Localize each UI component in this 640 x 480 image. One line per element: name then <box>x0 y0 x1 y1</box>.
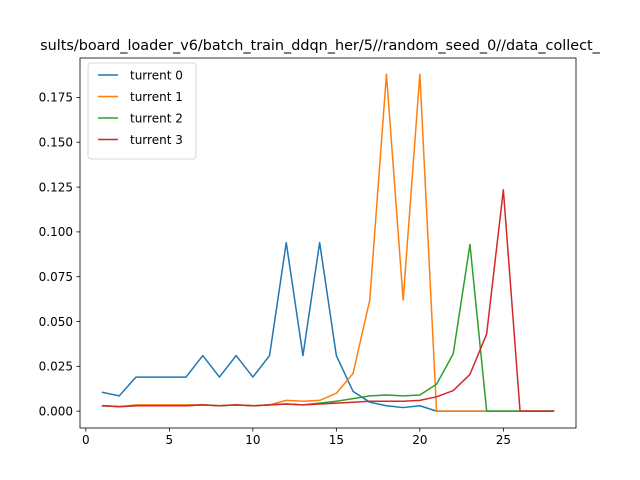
x-tick-label: 15 <box>329 433 344 447</box>
y-tick-label: 0.125 <box>39 180 73 194</box>
y-tick-label: 0.175 <box>39 91 73 105</box>
legend-label-2: turrent 2 <box>130 111 183 125</box>
x-tick-label: 10 <box>245 433 260 447</box>
x-tick-label: 0 <box>82 433 90 447</box>
legend-label-1: turrent 1 <box>130 90 183 104</box>
legend-box <box>87 62 197 160</box>
y-tick-label: 0.025 <box>39 360 73 374</box>
legend-label-0: turrent 0 <box>130 68 183 82</box>
y-axis: 0.000 0.025 0.050 0.075 0.100 0.125 0.150 0.175 <box>39 91 80 418</box>
plot-frame <box>79 57 577 429</box>
legend-label-3: turrent 3 <box>130 133 183 147</box>
y-tick-label: 0.100 <box>39 225 73 239</box>
y-tick-label: 0.000 <box>39 404 73 418</box>
series-line-0 <box>101 241 555 412</box>
x-tick-label: 5 <box>166 433 174 447</box>
x-axis: 0 5 10 15 20 25 <box>82 428 511 447</box>
y-tick-label: 0.075 <box>39 270 73 284</box>
y-tick-label: 0.050 <box>39 315 73 329</box>
series-line-2 <box>101 243 555 412</box>
series-line-3 <box>101 189 555 412</box>
series-layer <box>101 73 555 412</box>
series-line-1 <box>101 73 555 412</box>
legend: turrent 0 turrent 1 turrent 2 turrent 3 <box>87 62 197 160</box>
x-tick-label: 25 <box>496 433 511 447</box>
x-tick-label: 20 <box>412 433 427 447</box>
chart-title: sults/board_loader_v6/batch_train_ddqn_h… <box>40 38 601 54</box>
y-tick-label: 0.150 <box>39 136 73 150</box>
